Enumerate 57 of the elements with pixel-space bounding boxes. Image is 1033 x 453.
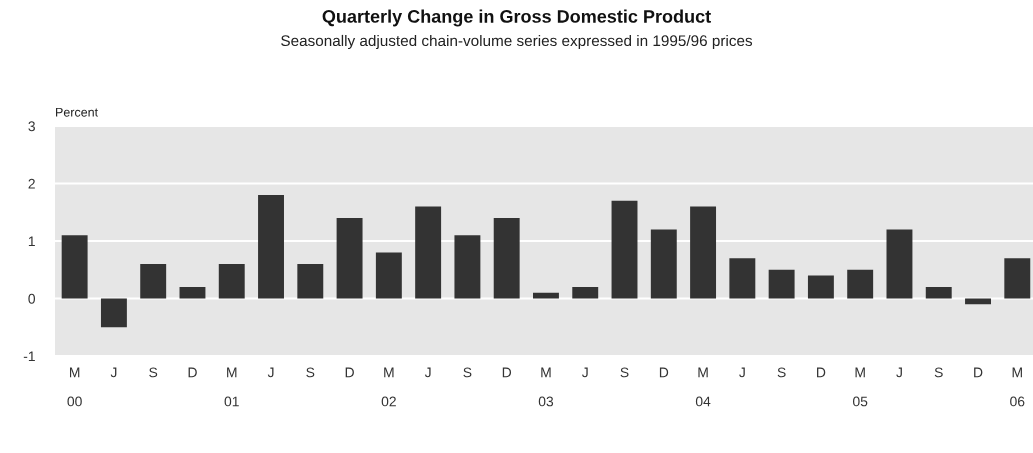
- bar: [100, 298, 127, 328]
- x-tick-label: D: [817, 367, 826, 378]
- x-tick-label: S: [934, 367, 943, 378]
- x-tick-label: D: [188, 367, 197, 378]
- bar: [807, 275, 834, 299]
- x-tick-label: J: [581, 367, 588, 378]
- bar: [650, 229, 677, 299]
- y-tick-label: 0: [28, 293, 36, 304]
- bar: [297, 264, 324, 299]
- x-tick-label: D: [974, 367, 983, 378]
- y-tick-label: 3: [28, 121, 35, 132]
- bar: [886, 229, 913, 299]
- x-tick-label: J: [896, 367, 902, 378]
- x-tick-label: S: [306, 367, 315, 378]
- y-tick-label: -1: [23, 351, 35, 362]
- bar: [415, 206, 442, 299]
- bar: [847, 269, 874, 299]
- bar: [690, 206, 717, 299]
- x-tick-label: S: [463, 367, 472, 378]
- category-label: M 02: [381, 367, 396, 407]
- y-axis-title: Percent: [56, 107, 98, 117]
- bar: [258, 195, 284, 299]
- category-label: M 04: [695, 367, 711, 407]
- category-label: M 06: [1010, 367, 1025, 407]
- bar: [925, 287, 952, 299]
- x-tick-label: D: [502, 367, 512, 378]
- bar: [768, 269, 795, 299]
- x-tick-label: J: [110, 367, 117, 378]
- y-tick-label: 1: [28, 236, 35, 247]
- bar: [218, 264, 245, 299]
- x-tick-label: J: [424, 367, 431, 378]
- bar: [61, 235, 88, 299]
- x-tick-label: D: [659, 367, 669, 378]
- chart-title: Quarterly Change in Gross Domestic Product: [322, 9, 711, 27]
- bar: [336, 218, 363, 299]
- category-label: M 00: [67, 367, 82, 407]
- bar: [375, 252, 402, 299]
- bar: [611, 200, 638, 299]
- bar: [179, 287, 206, 299]
- category-label: M 05: [853, 367, 868, 407]
- chart-subtitle: Seasonally adjusted chain-volume series expressed in 1995/96 prices: [281, 34, 753, 50]
- x-tick-label: D: [345, 367, 354, 378]
- x-tick-label: S: [620, 367, 629, 378]
- bar: [729, 258, 756, 299]
- bar: [140, 264, 167, 299]
- x-tick-label: J: [267, 367, 274, 378]
- category-label: M 03: [538, 367, 554, 407]
- x-tick-label: S: [149, 367, 158, 378]
- bar: [454, 235, 481, 299]
- bar: [572, 287, 599, 299]
- x-tick-label: J: [739, 367, 745, 378]
- x-tick-label: S: [777, 367, 786, 378]
- category-label: M 01: [224, 367, 239, 407]
- bar: [1004, 258, 1031, 299]
- bar: [493, 218, 520, 299]
- bar: [533, 292, 559, 299]
- y-tick-label: 2: [28, 178, 35, 189]
